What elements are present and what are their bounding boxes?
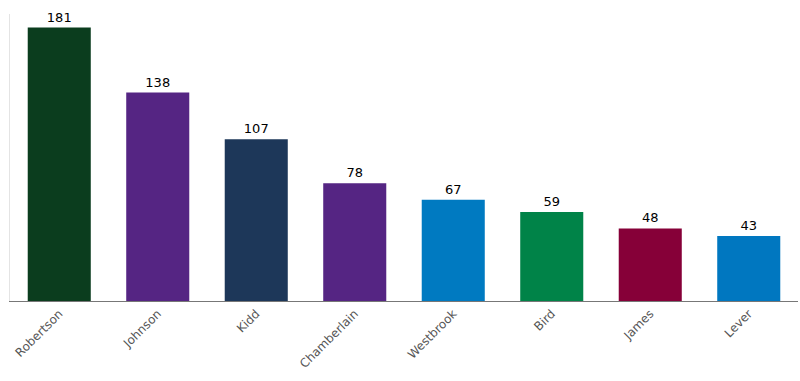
svg-text:Kidd: Kidd bbox=[234, 307, 263, 336]
svg-text:59: 59 bbox=[543, 194, 560, 209]
svg-text:Bird: Bird bbox=[531, 307, 558, 334]
svg-text:138: 138 bbox=[145, 75, 170, 90]
svg-text:48: 48 bbox=[642, 210, 659, 225]
svg-text:James: James bbox=[620, 307, 656, 343]
svg-text:Lever: Lever bbox=[722, 307, 755, 340]
svg-text:67: 67 bbox=[445, 182, 462, 197]
svg-text:Westbrook: Westbrook bbox=[405, 307, 460, 362]
svg-text:78: 78 bbox=[346, 165, 363, 180]
svg-text:Robertson: Robertson bbox=[13, 307, 66, 360]
svg-text:Johnson: Johnson bbox=[120, 307, 164, 351]
svg-text:181: 181 bbox=[47, 10, 72, 25]
svg-text:Chamberlain: Chamberlain bbox=[297, 307, 361, 371]
svg-text:43: 43 bbox=[740, 218, 757, 233]
svg-text:107: 107 bbox=[244, 121, 269, 136]
